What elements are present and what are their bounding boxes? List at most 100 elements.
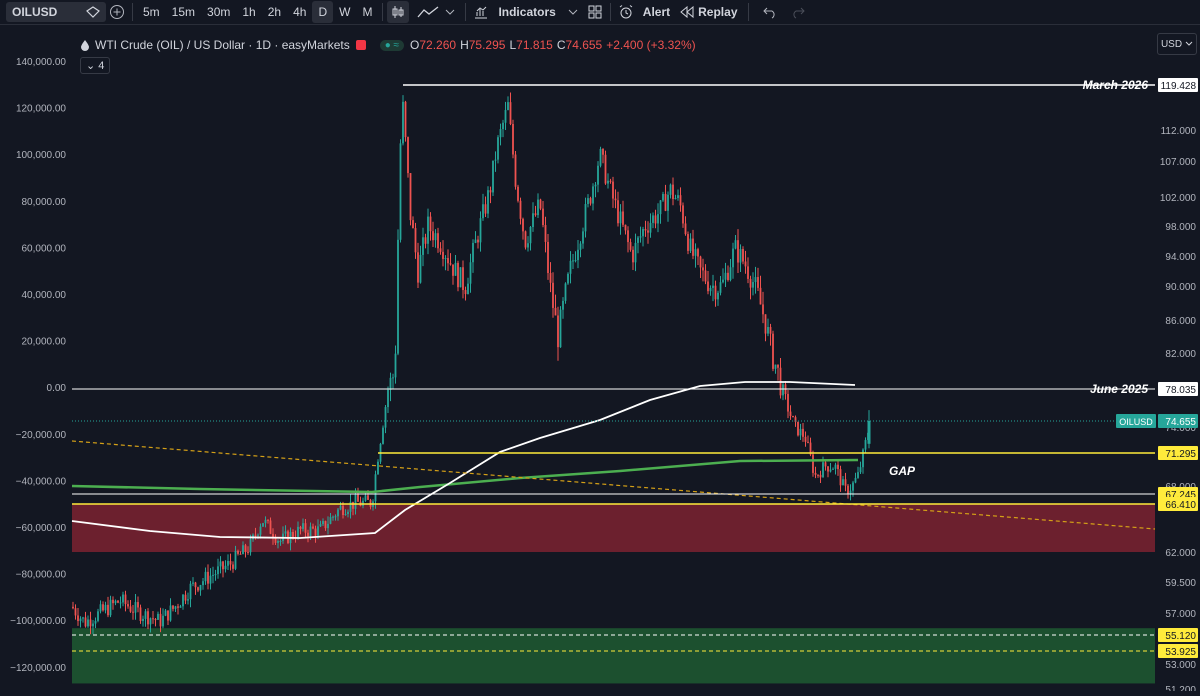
candle-body: [274, 538, 277, 543]
candle-body: [307, 532, 309, 536]
undo-icon[interactable]: [759, 1, 781, 23]
indicators-button[interactable]: Indicators: [498, 5, 556, 19]
line-chart-icon[interactable]: [417, 1, 439, 23]
right-axis-tick-label: 90.000: [1165, 282, 1196, 293]
candle-body: [582, 231, 584, 244]
candle-body: [772, 333, 774, 369]
toolbar-divider: [609, 3, 611, 21]
timeframe-30m[interactable]: 30m: [207, 5, 231, 19]
candle-body: [179, 606, 182, 608]
candle-body: [457, 262, 459, 288]
candle-body: [424, 237, 427, 244]
candle-body: [114, 600, 117, 604]
candle-body: [529, 227, 532, 244]
ohlc-low: 71.815: [516, 38, 553, 52]
candle-body: [177, 606, 179, 608]
candle-body: [219, 561, 222, 567]
candle-body: [237, 550, 239, 554]
candle-body: [812, 454, 814, 473]
candle-body: [482, 204, 484, 219]
timeframe-4h[interactable]: 4h: [293, 5, 307, 19]
candle-body: [704, 270, 707, 282]
alert-button[interactable]: Alert: [642, 5, 671, 19]
candle-body: [157, 613, 159, 620]
price-label-text: 66.410: [1165, 500, 1196, 511]
candle-body: [652, 215, 654, 223]
left-axis-tick-label: −20,000.00: [16, 430, 67, 441]
candle-body: [722, 279, 724, 283]
candle-body: [212, 574, 214, 576]
candles-icon[interactable]: [387, 1, 410, 23]
candle-body: [507, 102, 509, 111]
candle-body: [852, 482, 854, 491]
alarm-clock-icon[interactable]: [615, 1, 637, 23]
chart-legend: WTI Crude (OIL) / US Dollar · 1D · easyM…: [80, 38, 696, 52]
toolbar-divider: [465, 3, 467, 21]
replay-icon[interactable]: [676, 1, 698, 23]
candle-body: [77, 615, 79, 622]
left-axis-tick-label: −100,000.00: [10, 616, 66, 627]
replay-button[interactable]: Replay: [698, 5, 738, 19]
left-axis-tick-label: 140,000.00: [16, 57, 66, 68]
right-axis-tick-label: 74.000: [1165, 423, 1196, 434]
timeframe-1h[interactable]: 1h: [242, 5, 256, 19]
price-label-tag: [1158, 628, 1198, 642]
timeframe-5m[interactable]: 5m: [143, 5, 160, 19]
candle-body: [442, 251, 444, 259]
right-axis-tick-label: 98.000: [1165, 222, 1196, 233]
candle-body: [862, 449, 864, 468]
chevron-down-icon[interactable]: [439, 1, 461, 23]
redo-icon[interactable]: [787, 1, 809, 23]
candle-body: [492, 160, 494, 193]
candle-body: [422, 237, 424, 255]
candle-body: [607, 180, 609, 184]
candle-body: [214, 574, 217, 576]
symbol-tag-text: OILUSD: [1119, 417, 1153, 427]
candle-body: [349, 501, 352, 512]
candle-body: [537, 199, 539, 216]
chevron-down-icon[interactable]: [562, 1, 584, 23]
candle-body: [849, 490, 852, 495]
candle-body: [854, 477, 857, 483]
indicators-icon[interactable]: [470, 1, 492, 23]
symbol-search[interactable]: OILUSD: [6, 2, 106, 22]
market-status-icon[interactable]: ● ≈: [379, 39, 405, 51]
candle-body: [84, 617, 87, 627]
currency-selector[interactable]: USD: [1157, 33, 1197, 55]
candle-body: [79, 618, 82, 622]
candle-body: [434, 233, 437, 241]
price-chart[interactable]: 140,000.00 120,000.00 100,000.00 80,000.00 6…: [0, 25, 1200, 696]
candle-body: [634, 242, 637, 263]
candle-body: [382, 427, 384, 444]
candle-body: [414, 228, 417, 253]
candle-body: [487, 190, 489, 214]
candle-body: [667, 194, 669, 211]
candle-body: [199, 585, 202, 591]
candles: [72, 92, 871, 635]
left-axis-tick-label: 0.00: [47, 383, 67, 394]
candle-body: [859, 467, 862, 473]
timeframe-15m[interactable]: 15m: [171, 5, 196, 19]
candle-body: [397, 239, 399, 354]
candle-body: [797, 421, 799, 436]
timeframe-d[interactable]: D: [312, 1, 334, 23]
chart-area[interactable]: 140,000.00 120,000.00 100,000.00 80,000.00 6…: [0, 25, 1200, 696]
add-symbol-icon[interactable]: [106, 1, 128, 23]
candle-body: [522, 218, 524, 232]
candle-body: [589, 198, 592, 204]
candle-body: [499, 129, 502, 138]
layouts-grid-icon[interactable]: [584, 1, 606, 23]
candle-body: [429, 216, 432, 232]
candle-body: [324, 521, 327, 529]
indicators-toggle[interactable]: ⌄ 4: [80, 57, 111, 74]
timeframe-2h[interactable]: 2h: [267, 5, 282, 19]
timeframe-m[interactable]: M: [362, 5, 373, 19]
candle-body: [669, 184, 672, 195]
timeframe-w[interactable]: W: [339, 5, 351, 19]
candle-body: [302, 523, 304, 529]
candle-body: [687, 234, 689, 251]
candle-body: [197, 587, 199, 591]
right-axis-tick-label: 53.000: [1165, 660, 1196, 671]
price-label-text: 55.120: [1165, 631, 1196, 642]
candle-body: [644, 229, 647, 231]
